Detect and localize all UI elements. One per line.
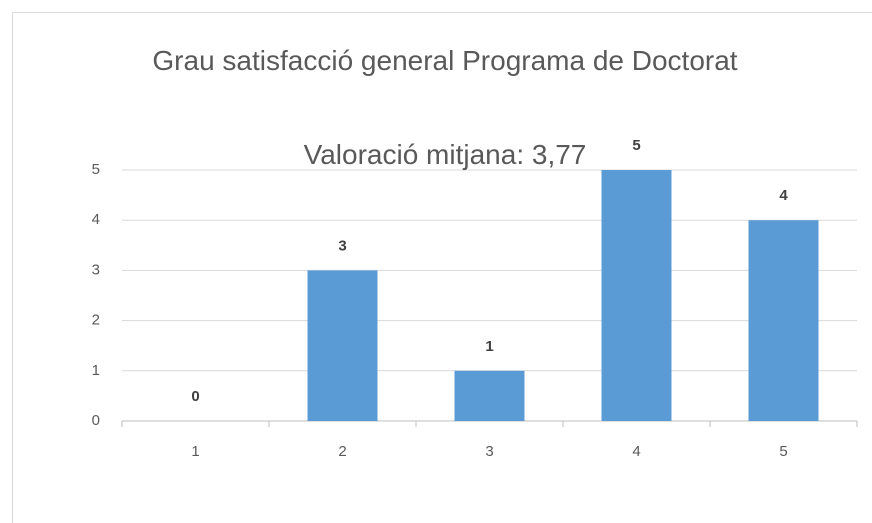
chart-subtitle: Valoració mitjana: 3,77 [303,139,587,170]
y-tick-label: 3 [92,261,100,278]
y-tick-label: 4 [92,211,100,228]
data-label: 3 [338,237,346,254]
x-tick-label: 2 [338,443,346,460]
y-tick-label: 1 [92,362,100,379]
x-tick-label: 5 [779,443,787,460]
bar [601,170,672,421]
bar [307,270,378,421]
data-label: 5 [632,137,640,154]
y-tick-label: 2 [92,312,100,329]
y-tick-label: 0 [92,412,100,429]
x-tick-label: 4 [632,443,640,460]
x-tick-label: 3 [485,443,493,460]
y-tick-label: 5 [92,161,100,178]
data-label: 0 [191,388,199,405]
data-label: 4 [779,187,788,204]
chart-border [12,12,872,523]
data-label: 1 [485,338,493,355]
bar [454,370,525,421]
bar [748,220,819,421]
x-tick-label: 1 [191,443,199,460]
chart-title: Grau satisfacció general Programa de Doc… [152,45,738,76]
